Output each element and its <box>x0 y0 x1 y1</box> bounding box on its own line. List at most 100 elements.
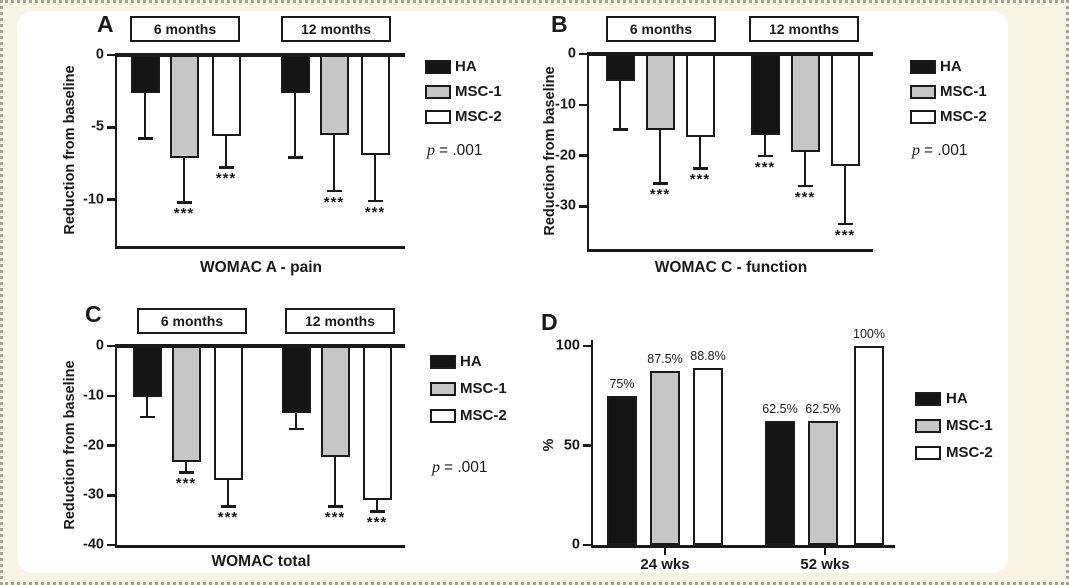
error-bar-line <box>145 396 149 416</box>
legend-swatch-msc-2 <box>430 409 456 423</box>
significance-marker: *** <box>217 509 239 527</box>
panel-letter: C <box>85 301 102 327</box>
error-bar-line <box>375 500 379 511</box>
p-value-label: p = .001 <box>912 142 968 160</box>
p-value-label: p = .001 <box>427 142 483 160</box>
error-bar-cap <box>220 505 236 508</box>
y-tick-mark <box>578 52 587 56</box>
group-label-box: 12 months <box>749 16 859 42</box>
y-tick-label: -10 <box>555 96 576 113</box>
y-tick-label: 0 <box>95 337 104 354</box>
figure-card: A Reduction from baseline 6 months 12 month… <box>17 11 1008 573</box>
y-tick-mark <box>106 394 115 397</box>
significance-marker: *** <box>649 186 671 204</box>
error-bar-line <box>843 165 847 224</box>
error-bar-cap <box>326 189 342 192</box>
bar-msc-1 <box>645 54 675 131</box>
y-tick-mark <box>106 53 115 57</box>
legend-label: HA <box>455 58 477 75</box>
plot-bottom-line <box>114 545 405 548</box>
y-tick-label: -30 <box>555 198 576 215</box>
legend-swatch-msc-2 <box>910 110 936 124</box>
zero-baseline <box>114 344 405 348</box>
significance-marker: *** <box>366 514 388 532</box>
error-bar-line <box>332 134 336 190</box>
y-tick-mark <box>106 543 115 547</box>
bar-msc-1 <box>319 55 349 135</box>
legend-label: MSC-1 <box>460 380 507 397</box>
panel-letter: B <box>551 11 568 37</box>
bar-msc-2 <box>360 55 390 155</box>
bar-msc-1 <box>320 346 350 457</box>
y-tick-label: -30 <box>83 486 104 503</box>
bar-msc-2 <box>693 368 723 545</box>
error-bar-cap <box>757 154 773 157</box>
legend-swatch-ha <box>430 355 456 369</box>
error-bar-cap <box>176 201 192 204</box>
panel-letter: D <box>541 309 558 335</box>
legend-swatch-msc-2 <box>425 110 451 124</box>
bar-value-label: 62.5% <box>805 401 841 416</box>
bar-ha <box>605 54 635 81</box>
legend-label: MSC-2 <box>946 444 993 461</box>
y-tick-label: 0 <box>567 45 576 62</box>
legend-swatch-msc-1 <box>915 419 941 433</box>
y-tick-label: -10 <box>83 191 104 208</box>
panel-letter: A <box>97 11 114 37</box>
error-bar-line <box>333 456 337 506</box>
p-equals-value: = .001 <box>444 459 488 476</box>
error-bar-line <box>373 154 377 200</box>
bar-msc-2 <box>211 55 241 137</box>
y-tick-label: -20 <box>555 147 576 164</box>
significance-marker: *** <box>324 509 346 527</box>
zero-baseline <box>586 52 873 56</box>
legend-label: MSC-1 <box>455 83 502 100</box>
bar-ha <box>132 346 162 397</box>
significance-marker: *** <box>794 189 816 207</box>
error-bar-cap <box>612 128 628 131</box>
error-bar-line <box>182 157 186 202</box>
bar-value-label: 87.5% <box>647 351 683 366</box>
bar-value-label: 88.8% <box>690 349 726 364</box>
bar-msc-1 <box>171 346 201 463</box>
error-bar-line <box>143 92 147 138</box>
significance-marker: *** <box>364 203 386 221</box>
x-category-label: 52 wks <box>800 556 850 573</box>
legend-label: HA <box>460 353 482 370</box>
y-axis-line <box>590 340 593 548</box>
x-axis-title: WOMAC C - function <box>654 259 808 276</box>
p-equals-value: = .001 <box>439 142 483 159</box>
p-variable: p <box>912 142 920 159</box>
x-tick-mark <box>823 547 827 555</box>
significance-marker: *** <box>834 227 856 245</box>
p-equals-value: = .001 <box>924 142 968 159</box>
error-bar-cap <box>178 471 194 474</box>
legend-label: HA <box>940 58 962 75</box>
bar-msc-1 <box>169 55 199 158</box>
error-bar-line <box>226 480 230 506</box>
error-bar-cap <box>287 156 303 159</box>
y-tick-label: -20 <box>83 437 104 454</box>
bar-value-label: 75% <box>609 376 635 391</box>
y-tick-mark <box>106 344 115 348</box>
legend-swatch-msc-2 <box>915 446 941 460</box>
bar-ha <box>607 395 637 545</box>
legend-label: MSC-1 <box>946 417 993 434</box>
significance-marker: *** <box>173 205 195 223</box>
legend-label: MSC-1 <box>940 83 987 100</box>
bar-msc-2 <box>362 346 392 501</box>
y-tick-label: 0 <box>571 536 580 553</box>
bar-msc-1 <box>808 420 838 545</box>
legend-swatch-ha <box>425 60 451 74</box>
legend-swatch-msc-1 <box>430 382 456 396</box>
error-bar-line <box>224 136 228 167</box>
bar-ha <box>280 55 310 93</box>
legend-swatch-msc-1 <box>425 85 451 99</box>
error-bar-line <box>184 462 188 472</box>
error-bar-cap <box>797 185 813 188</box>
group-label-box: 6 months <box>606 16 716 42</box>
bar-value-label: 62.5% <box>762 401 798 416</box>
error-bar-cap <box>369 510 385 513</box>
bar-msc-2 <box>854 346 884 545</box>
legend-label: HA <box>946 390 968 407</box>
